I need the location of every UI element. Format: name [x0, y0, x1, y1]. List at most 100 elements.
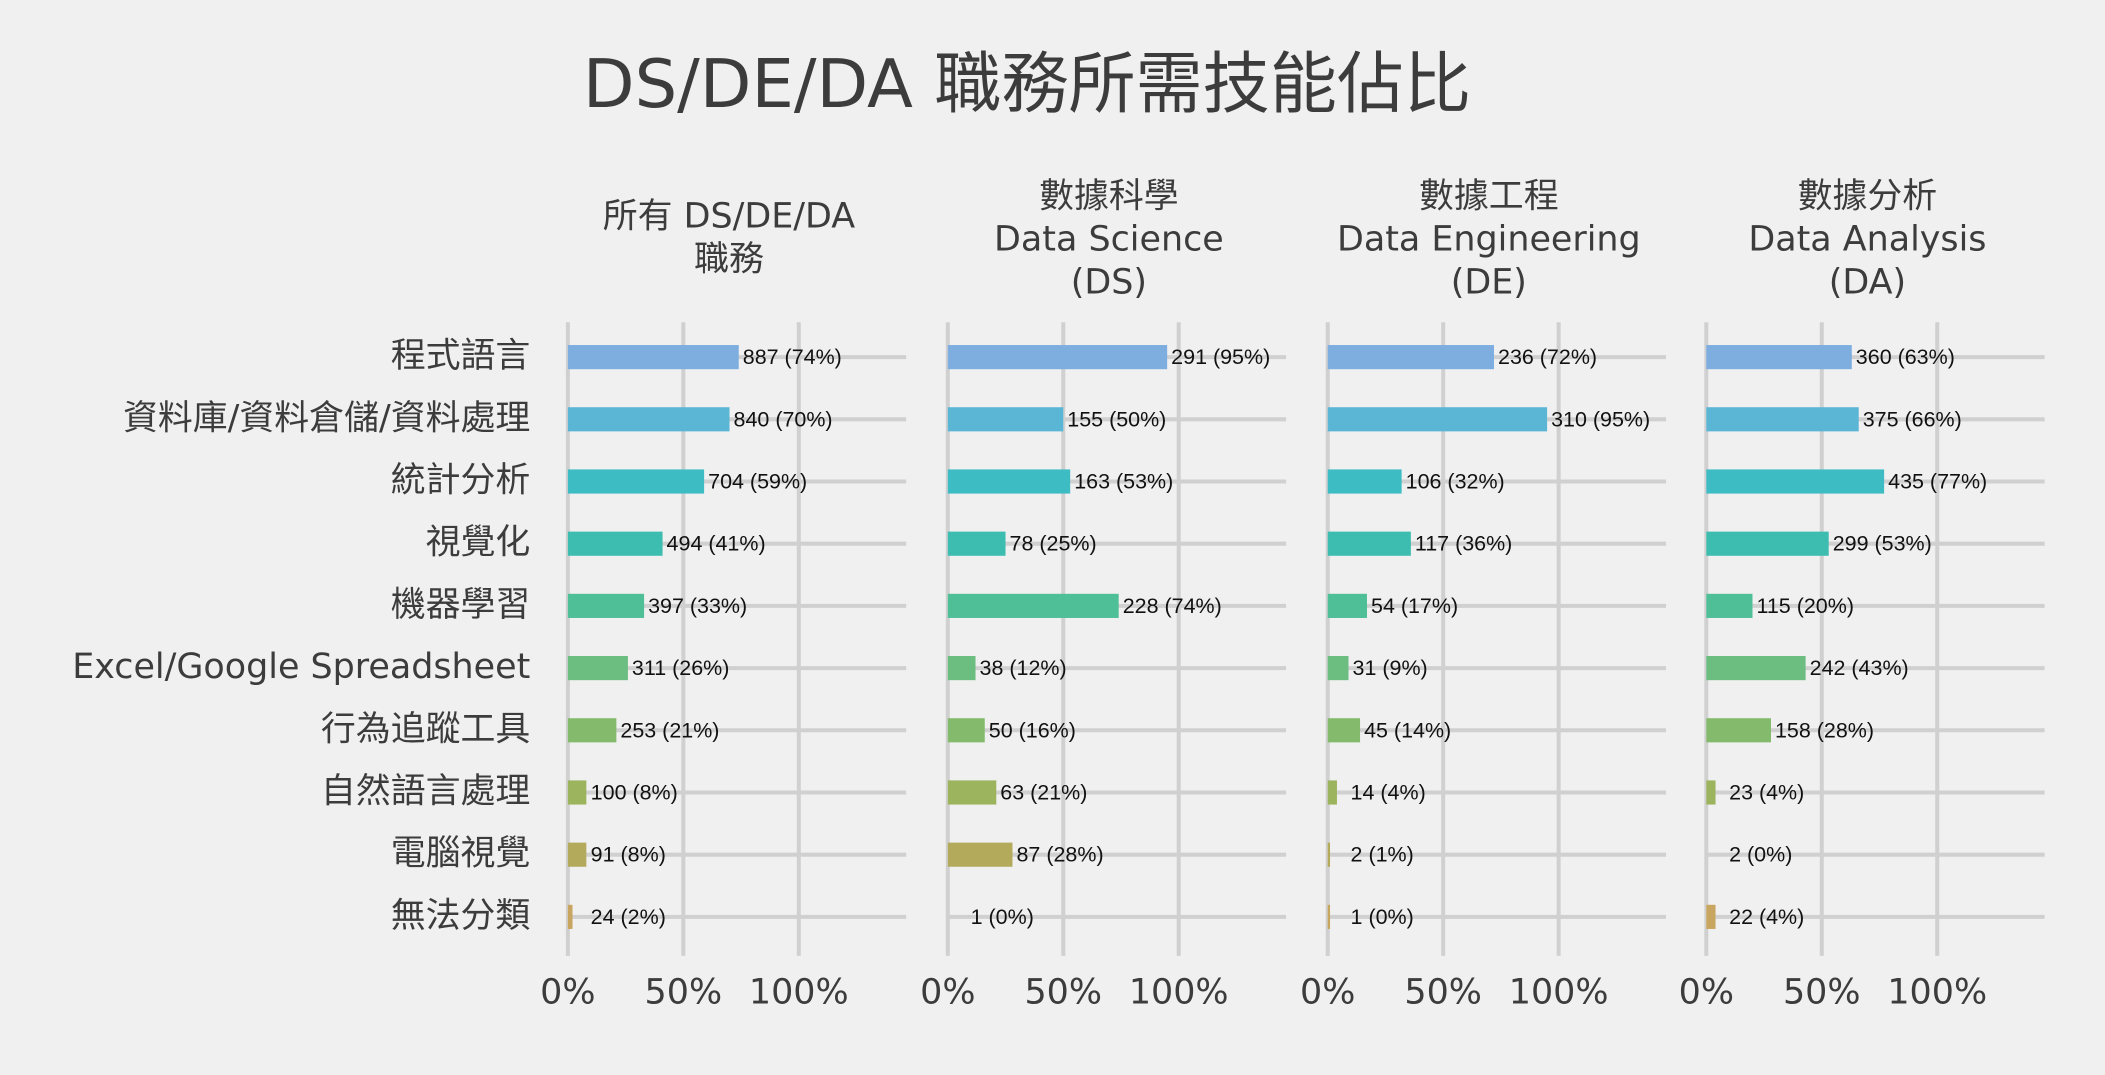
- panel-title: Data Engineering: [1337, 219, 1641, 259]
- bar: [567, 531, 663, 556]
- category-label: 無法分類: [391, 896, 531, 936]
- value-label: 115 (20%): [1757, 594, 1854, 618]
- panel-title: (DA): [1829, 262, 1906, 302]
- bar: [947, 469, 1071, 494]
- value-label: 54 (17%): [1371, 594, 1458, 618]
- bar: [947, 718, 985, 743]
- x-tick-label: 100%: [1129, 972, 1229, 1012]
- bar: [947, 345, 1168, 370]
- bar: [947, 593, 1119, 618]
- chart-title: DS/DE/DA 職務所需技能佔比: [583, 45, 1471, 123]
- bar: [1706, 469, 1885, 494]
- panel-title: 數據科學: [1039, 176, 1179, 216]
- value-label: 45 (14%): [1364, 718, 1451, 742]
- category-label: 程式語言: [391, 336, 531, 376]
- category-label: Excel/Google Spreadsheet: [72, 647, 530, 687]
- x-tick-label: 0%: [540, 972, 595, 1012]
- bar: [567, 718, 617, 743]
- x-tick-label: 100%: [749, 972, 849, 1012]
- value-label: 840 (70%): [734, 407, 833, 431]
- bar: [947, 656, 976, 681]
- value-label: 704 (59%): [708, 470, 807, 494]
- value-label: 1 (0%): [971, 905, 1034, 929]
- category-label: 視覺化: [426, 523, 531, 563]
- x-tick-label: 50%: [1024, 972, 1102, 1012]
- bar: [567, 407, 730, 432]
- panel-title: (DS): [1071, 262, 1147, 302]
- panel-title: Data Analysis: [1748, 219, 1986, 259]
- bar: [1327, 469, 1402, 494]
- value-label: 87 (28%): [1016, 843, 1103, 867]
- bar: [1327, 904, 1331, 929]
- bar: [1327, 345, 1494, 370]
- value-label: 78 (25%): [1010, 532, 1097, 556]
- value-label: 435 (77%): [1888, 470, 1987, 494]
- bar: [1706, 531, 1829, 556]
- value-label: 397 (33%): [648, 594, 747, 618]
- value-label: 14 (4%): [1351, 781, 1426, 805]
- value-label: 1 (0%): [1351, 905, 1414, 929]
- value-label: 2 (1%): [1351, 843, 1414, 867]
- value-label: 299 (53%): [1833, 532, 1932, 556]
- bar: [1327, 407, 1548, 432]
- value-label: 24 (2%): [591, 905, 666, 929]
- x-tick-label: 50%: [645, 972, 723, 1012]
- value-label: 375 (66%): [1863, 407, 1962, 431]
- x-tick-label: 50%: [1783, 972, 1861, 1012]
- category-label: 電腦視覺: [391, 834, 531, 874]
- bar: [1327, 531, 1411, 556]
- x-tick-label: 100%: [1509, 972, 1609, 1012]
- bar: [1706, 656, 1806, 681]
- bar: [567, 345, 739, 370]
- bar: [1327, 842, 1331, 867]
- bar: [1327, 780, 1337, 805]
- value-label: 494 (41%): [667, 532, 766, 556]
- value-label: 311 (26%): [632, 656, 729, 680]
- value-label: 158 (28%): [1775, 718, 1874, 742]
- value-label: 887 (74%): [743, 345, 842, 369]
- category-label: 資料庫/資料倉儲/資料處理: [123, 398, 530, 438]
- value-label: 310 (95%): [1551, 407, 1650, 431]
- value-label: 228 (74%): [1123, 594, 1222, 618]
- x-tick-label: 0%: [1300, 972, 1355, 1012]
- bar: [1706, 780, 1716, 805]
- category-label: 機器學習: [391, 585, 531, 625]
- value-label: 23 (4%): [1729, 781, 1804, 805]
- bar: [1327, 718, 1361, 743]
- category-label: 自然語言處理: [321, 771, 530, 811]
- value-label: 253 (21%): [620, 718, 719, 742]
- value-label: 360 (63%): [1856, 345, 1955, 369]
- bar: [567, 593, 645, 618]
- value-label: 236 (72%): [1498, 345, 1597, 369]
- value-label: 100 (8%): [591, 781, 678, 805]
- x-tick-label: 0%: [1679, 972, 1734, 1012]
- category-label: 統計分析: [391, 461, 531, 501]
- bar: [1327, 656, 1349, 681]
- value-label: 38 (12%): [980, 656, 1067, 680]
- panel-title: 數據分析: [1798, 176, 1938, 216]
- value-label: 50 (16%): [989, 718, 1076, 742]
- bar: [567, 842, 587, 867]
- bar: [1706, 407, 1859, 432]
- plot-root: DS/DE/DA 職務所需技能佔比 程式語言資料庫/資料倉儲/資料處理統計分析視…: [72, 45, 2045, 1012]
- bar: [1706, 345, 1852, 370]
- bar: [567, 656, 628, 681]
- category-label: 行為追蹤工具: [321, 709, 530, 749]
- x-tick-label: 50%: [1404, 972, 1482, 1012]
- x-tick-label: 0%: [920, 972, 975, 1012]
- value-label: 163 (53%): [1074, 470, 1173, 494]
- value-label: 22 (4%): [1729, 905, 1804, 929]
- value-label: 63 (21%): [1000, 781, 1087, 805]
- value-label: 155 (50%): [1067, 407, 1166, 431]
- bar: [1327, 593, 1367, 618]
- panel-title: Data Science: [994, 219, 1224, 259]
- bar: [947, 780, 997, 805]
- value-label: 2 (0%): [1729, 843, 1792, 867]
- panel-title: 職務: [694, 239, 764, 279]
- bar: [947, 842, 1013, 867]
- bar: [1706, 718, 1771, 743]
- bar: [567, 780, 587, 805]
- value-label: 91 (8%): [591, 843, 666, 867]
- panel-title: 數據工程: [1419, 176, 1559, 216]
